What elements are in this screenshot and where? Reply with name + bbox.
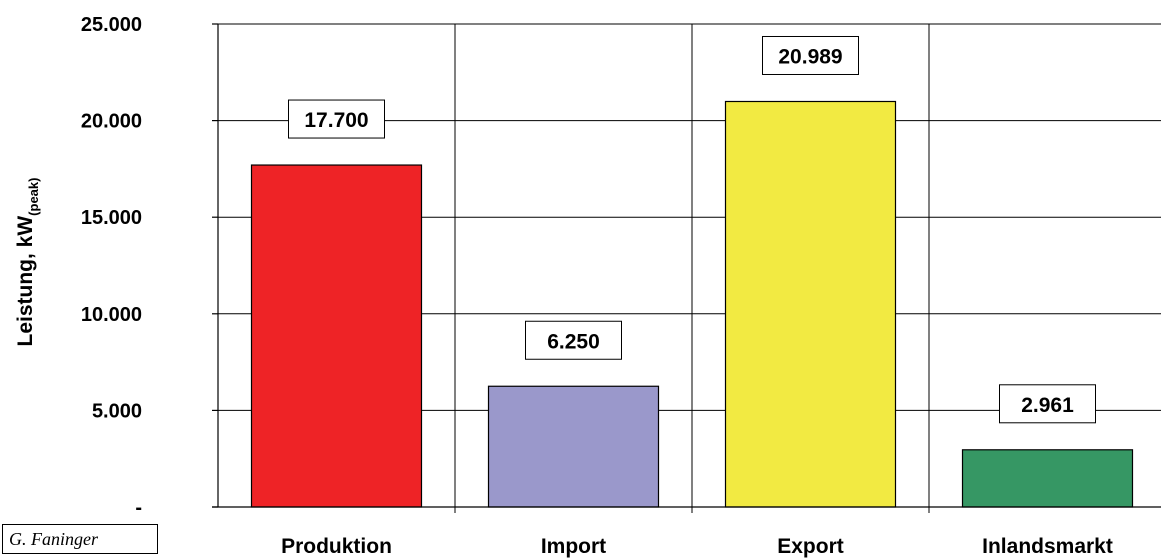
category-label: Produktion: [281, 535, 392, 558]
y-tick-label: 5.000: [92, 400, 142, 422]
data-label: 20.989: [778, 45, 842, 68]
bar: [250, 164, 423, 508]
category-label: Export: [777, 535, 844, 558]
bars-group: [250, 100, 1134, 508]
y-axis-label: Leistung, kW(peak): [14, 178, 41, 347]
data-label-box: [288, 99, 385, 139]
y-tick-label: -: [135, 497, 142, 519]
y-tick-label: 25.000: [81, 14, 142, 36]
data-label-box: [999, 384, 1096, 424]
data-label-box: [525, 320, 622, 360]
axes: [212, 23, 1161, 508]
data-label: 17.700: [304, 109, 368, 132]
y-tick-label: 15.000: [81, 207, 142, 229]
data-label-box: [762, 35, 859, 75]
y-tick-labels: - 5.000 10.000 15.000 20.000 25.000: [81, 14, 142, 519]
data-label: 2.961: [1021, 394, 1074, 417]
author-credit-box: G. Faninger: [2, 524, 158, 554]
category-label: Inlandsmarkt: [982, 535, 1113, 558]
y-tick-label: 10.000: [81, 304, 142, 326]
category-labels: Produktion Import Export Inlandsmarkt: [281, 535, 1113, 558]
bar: [961, 449, 1134, 508]
data-labels: 17.700 6.250 20.989 2.961: [288, 35, 1096, 424]
bar: [487, 385, 660, 508]
category-label: Import: [541, 535, 606, 558]
author-credit: G. Faninger: [9, 529, 98, 549]
bar: [724, 100, 897, 508]
y-tick-label: 20.000: [81, 111, 142, 133]
data-label: 6.250: [547, 330, 600, 353]
